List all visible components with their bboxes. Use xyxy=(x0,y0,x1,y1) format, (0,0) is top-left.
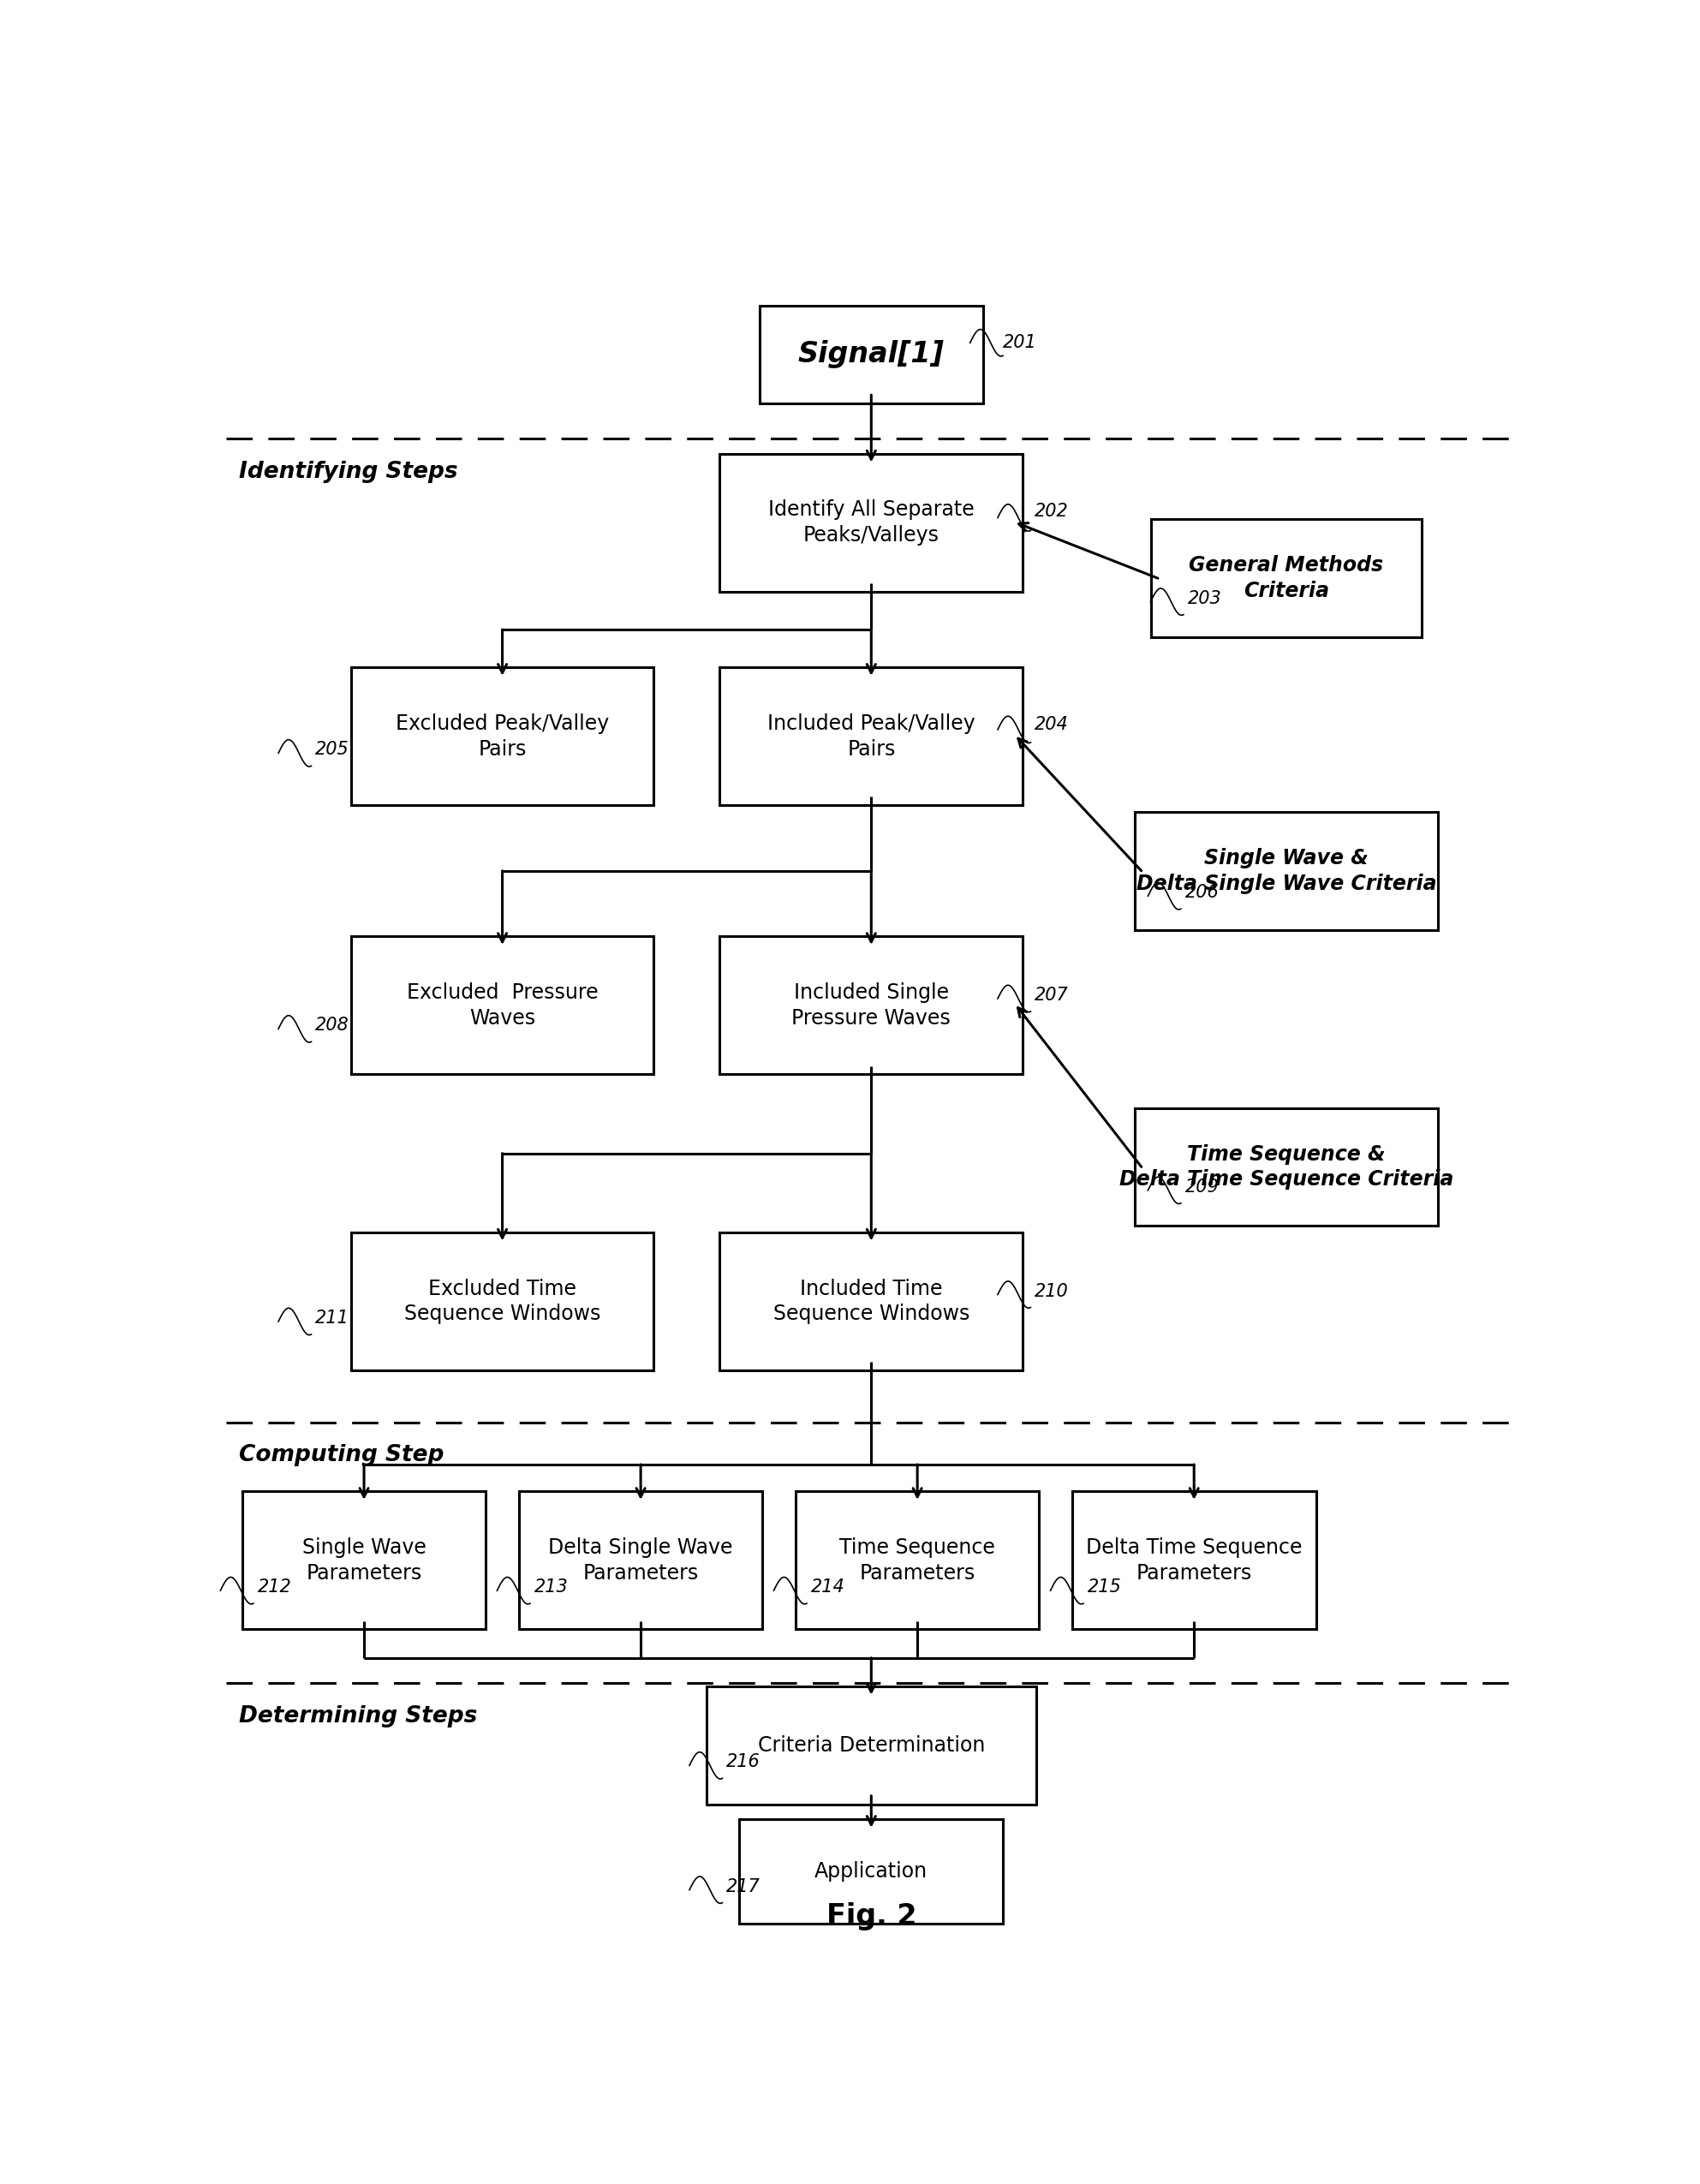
Text: 206: 206 xyxy=(1185,885,1219,902)
FancyBboxPatch shape xyxy=(350,668,654,806)
Text: Excluded  Pressure
Waves: Excluded Pressure Waves xyxy=(406,983,598,1029)
Text: 207: 207 xyxy=(1035,987,1069,1005)
Text: Fig. 2: Fig. 2 xyxy=(826,1902,916,1931)
Text: Included Peak/Valley
Pairs: Included Peak/Valley Pairs xyxy=(767,714,976,760)
FancyBboxPatch shape xyxy=(350,937,654,1075)
Text: Application: Application xyxy=(814,1861,928,1883)
Text: General Methods
Criteria: General Methods Criteria xyxy=(1188,555,1384,601)
Text: Signal[1]: Signal[1] xyxy=(797,341,945,369)
Text: Single Wave &
Delta Single Wave Criteria: Single Wave & Delta Single Wave Criteria xyxy=(1136,847,1436,893)
FancyBboxPatch shape xyxy=(241,1492,486,1629)
Text: Identify All Separate
Peaks/Valleys: Identify All Separate Peaks/Valleys xyxy=(768,500,974,546)
Text: 217: 217 xyxy=(726,1878,760,1896)
FancyBboxPatch shape xyxy=(719,937,1023,1075)
FancyBboxPatch shape xyxy=(719,454,1023,592)
FancyBboxPatch shape xyxy=(719,668,1023,806)
FancyBboxPatch shape xyxy=(1073,1492,1316,1629)
Text: Time Sequence &
Delta Time Sequence Criteria: Time Sequence & Delta Time Sequence Crit… xyxy=(1119,1144,1453,1190)
Text: Included Single
Pressure Waves: Included Single Pressure Waves xyxy=(792,983,950,1029)
Text: 216: 216 xyxy=(726,1754,760,1771)
Text: 204: 204 xyxy=(1035,716,1069,734)
FancyBboxPatch shape xyxy=(350,1232,654,1369)
Text: Excluded Time
Sequence Windows: Excluded Time Sequence Windows xyxy=(405,1278,600,1324)
FancyBboxPatch shape xyxy=(1136,812,1438,930)
Text: Computing Step: Computing Step xyxy=(238,1444,444,1468)
Text: 205: 205 xyxy=(314,740,348,758)
Text: Delta Time Sequence
Parameters: Delta Time Sequence Parameters xyxy=(1086,1538,1302,1583)
FancyBboxPatch shape xyxy=(1151,520,1421,638)
Text: 202: 202 xyxy=(1035,502,1069,520)
FancyBboxPatch shape xyxy=(740,1819,1003,1924)
Text: Delta Single Wave
Parameters: Delta Single Wave Parameters xyxy=(549,1538,733,1583)
Text: 213: 213 xyxy=(534,1579,568,1597)
Text: Identifying Steps: Identifying Steps xyxy=(238,461,457,483)
Text: Determining Steps: Determining Steps xyxy=(238,1706,478,1728)
Text: 212: 212 xyxy=(257,1579,291,1597)
FancyBboxPatch shape xyxy=(719,1232,1023,1369)
Text: 203: 203 xyxy=(1188,590,1222,607)
Text: 201: 201 xyxy=(1003,334,1037,352)
Text: Criteria Determination: Criteria Determination xyxy=(758,1734,984,1756)
Text: 211: 211 xyxy=(314,1310,348,1326)
Text: 214: 214 xyxy=(811,1579,845,1597)
FancyBboxPatch shape xyxy=(518,1492,763,1629)
FancyBboxPatch shape xyxy=(707,1686,1035,1804)
FancyBboxPatch shape xyxy=(796,1492,1039,1629)
FancyBboxPatch shape xyxy=(1136,1107,1438,1225)
Text: Time Sequence
Parameters: Time Sequence Parameters xyxy=(840,1538,994,1583)
Text: 208: 208 xyxy=(314,1018,348,1035)
FancyBboxPatch shape xyxy=(760,306,983,404)
Text: 215: 215 xyxy=(1088,1579,1122,1597)
Text: 209: 209 xyxy=(1185,1179,1219,1195)
Text: Included Time
Sequence Windows: Included Time Sequence Windows xyxy=(774,1278,969,1324)
Text: Single Wave
Parameters: Single Wave Parameters xyxy=(303,1538,427,1583)
Text: 210: 210 xyxy=(1035,1282,1069,1299)
Text: Excluded Peak/Valley
Pairs: Excluded Peak/Valley Pairs xyxy=(396,714,609,760)
